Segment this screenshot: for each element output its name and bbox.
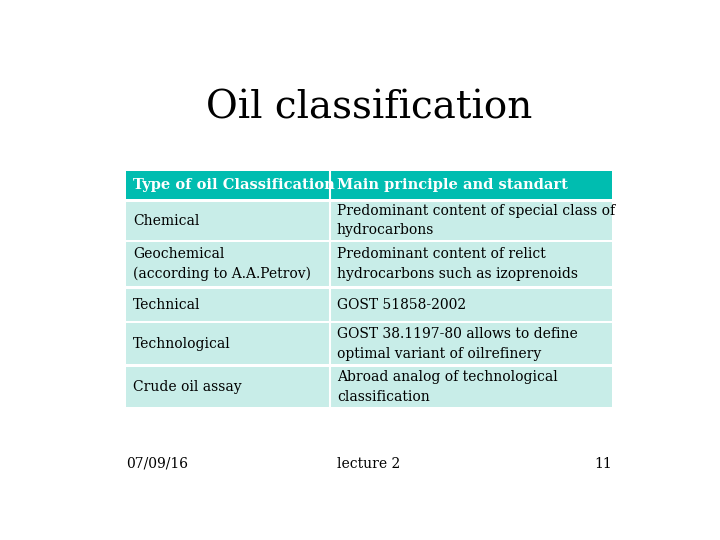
Text: Oil classification: Oil classification	[206, 90, 532, 127]
Text: GOST 38.1197-80 allows to define
optimal variant of oilrefinery: GOST 38.1197-80 allows to define optimal…	[337, 327, 577, 361]
Text: lecture 2: lecture 2	[338, 457, 400, 471]
Text: Type of oil Classification: Type of oil Classification	[133, 178, 335, 192]
Text: Chemical: Chemical	[133, 214, 199, 228]
FancyBboxPatch shape	[126, 201, 330, 240]
FancyBboxPatch shape	[330, 171, 612, 199]
Text: Predominant content of special class of
hydrocarbons: Predominant content of special class of …	[337, 204, 615, 238]
FancyBboxPatch shape	[330, 288, 612, 321]
Text: Technical: Technical	[133, 298, 200, 312]
FancyBboxPatch shape	[330, 201, 612, 240]
Text: 07/09/16: 07/09/16	[126, 457, 188, 471]
Text: Abroad analog of technological
classification: Abroad analog of technological classific…	[337, 370, 557, 404]
FancyBboxPatch shape	[126, 367, 330, 407]
FancyBboxPatch shape	[330, 242, 612, 286]
FancyBboxPatch shape	[330, 367, 612, 407]
Text: Geochemical
(according to A.A.Petrov): Geochemical (according to A.A.Petrov)	[133, 247, 311, 281]
Text: 11: 11	[594, 457, 612, 471]
FancyBboxPatch shape	[126, 171, 330, 199]
FancyBboxPatch shape	[330, 323, 612, 364]
Text: Technological: Technological	[133, 337, 230, 351]
FancyBboxPatch shape	[126, 242, 330, 286]
FancyBboxPatch shape	[126, 323, 330, 364]
Text: Main principle and standart: Main principle and standart	[337, 178, 568, 192]
Text: Crude oil assay: Crude oil assay	[133, 380, 242, 394]
Text: GOST 51858-2002: GOST 51858-2002	[337, 298, 466, 312]
Text: Predominant content of relict
hydrocarbons such as izoprenoids: Predominant content of relict hydrocarbo…	[337, 247, 578, 281]
FancyBboxPatch shape	[126, 288, 330, 321]
